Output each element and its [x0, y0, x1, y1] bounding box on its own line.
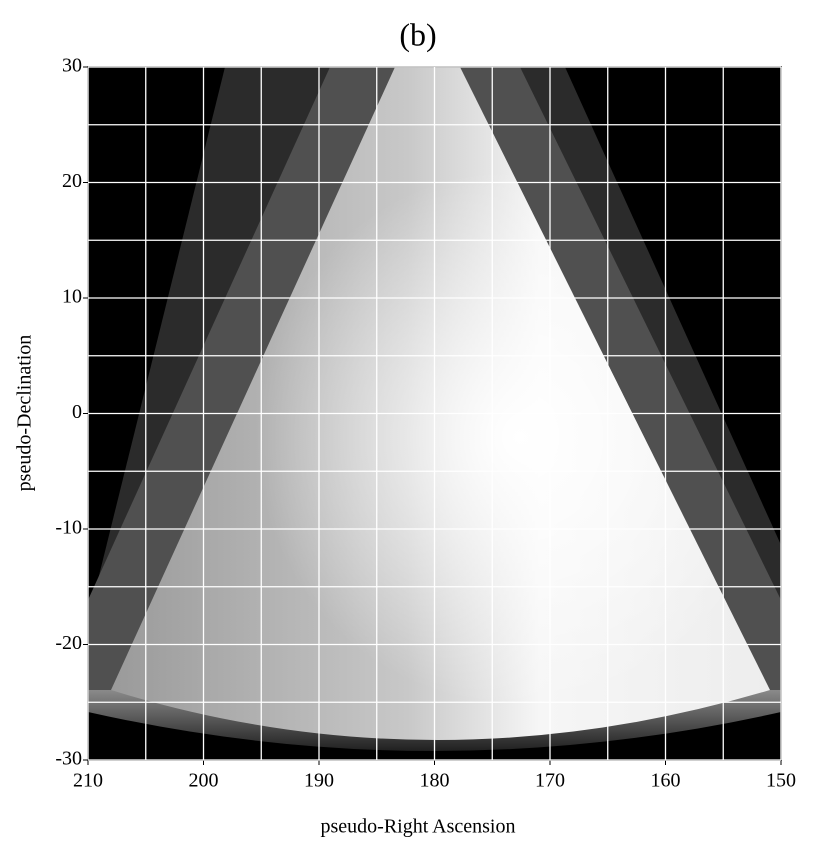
y-tick-label: 0 [72, 401, 82, 423]
y-tick-label: -10 [55, 517, 82, 539]
x-axis-label: pseudo-Right Ascension [321, 816, 516, 838]
x-tick-label: 210 [73, 770, 103, 792]
y-tick-label: -20 [55, 632, 82, 654]
y-tick-label: -30 [55, 748, 82, 770]
x-tick-label: 150 [766, 770, 796, 792]
y-axis-label: pseudo-Declination [14, 335, 36, 492]
y-tick-label: 10 [62, 286, 82, 308]
x-tick-label: 180 [420, 770, 450, 792]
x-tick-label: 200 [189, 770, 219, 792]
y-tick-label: 30 [62, 55, 82, 77]
x-tick-label: 160 [651, 770, 681, 792]
x-tick-label: 190 [304, 770, 334, 792]
y-tick-label: 20 [62, 170, 82, 192]
x-tick-label: 170 [535, 770, 565, 792]
chart-title: (b) [399, 16, 436, 52]
